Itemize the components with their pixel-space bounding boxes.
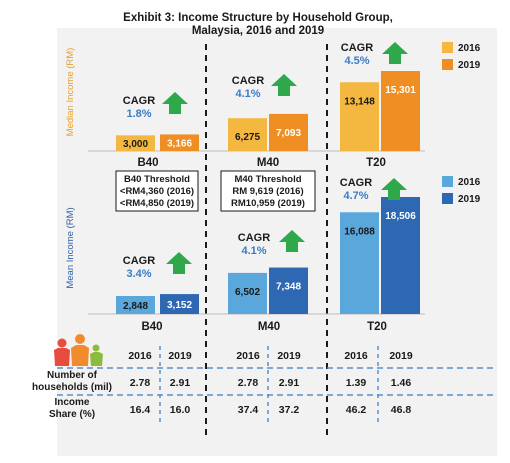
row-label-households-line-2: households (mil) — [32, 382, 112, 393]
row-label-households-line-1: Number of — [47, 370, 98, 381]
legend-mean-2019-swatch — [442, 193, 453, 204]
mean-cagr-value-b40: 3.4% — [126, 268, 151, 280]
m40-threshold-2019: RM10,959 (2019) — [231, 198, 305, 209]
households-t20-2016: 1.39 — [346, 377, 367, 389]
median-group-label-m40: M40 — [257, 157, 279, 169]
mean-cagr-value-t20: 4.7% — [343, 190, 368, 202]
median-bar-m40-2016 — [228, 118, 267, 151]
row-label-income-share-line-1: Income — [54, 397, 89, 408]
households-m40-2016: 2.78 — [238, 377, 259, 389]
median-cagr-label-t20: CAGR — [341, 42, 373, 54]
b40-threshold-title: B40 Threshold — [124, 174, 190, 185]
legend-mean-2016-label: 2016 — [458, 177, 481, 188]
mean-group-label-m40: M40 — [258, 321, 280, 333]
median-group-label-t20: T20 — [366, 157, 386, 169]
table-year-t20-2019: 2019 — [389, 350, 413, 362]
mean-value-m40-2016: 6,502 — [235, 287, 260, 298]
households-t20-2019: 1.46 — [391, 377, 412, 389]
median-cagr-label-m40: CAGR — [232, 75, 264, 87]
mean-value-t20-2019: 18,506 — [385, 211, 416, 222]
legend-median-2016-swatch — [442, 42, 453, 53]
median-cagr-value-t20: 4.5% — [344, 55, 369, 67]
chart-title-line-2: Malaysia, 2016 and 2019 — [192, 25, 324, 37]
mean-value-b40-2016: 2,848 — [123, 301, 148, 312]
legend-median-2016-label: 2016 — [458, 43, 481, 54]
household-family-icon — [54, 334, 103, 366]
legend-mean-2019-label: 2019 — [458, 194, 481, 205]
mean-bar-m40-2019 — [269, 267, 308, 314]
mean-cagr-arrow-m40-icon — [279, 230, 305, 252]
table-year-t20-2016: 2016 — [344, 350, 368, 362]
mean-value-m40-2019: 7,348 — [276, 282, 301, 293]
median-value-b40-2016: 3,000 — [123, 139, 148, 150]
m40-threshold-2016: RM 9,619 (2016) — [232, 186, 303, 197]
legend-median-2019-label: 2019 — [458, 60, 481, 71]
table-year-m40-2016: 2016 — [236, 350, 260, 362]
table-year-b40-2016: 2016 — [128, 350, 152, 362]
median-cagr-arrow-m40-icon — [271, 74, 297, 96]
mean-cagr-label-t20: CAGR — [340, 177, 372, 189]
legend-mean-2016-swatch — [442, 176, 453, 187]
m40-threshold-box — [220, 170, 316, 212]
mean-bar-t20-2019 — [381, 197, 420, 314]
income-share-b40-2019: 16.0 — [170, 404, 191, 416]
legend-median-2019-swatch — [442, 59, 453, 70]
mean-cagr-arrow-b40-icon — [166, 252, 192, 274]
mean-bar-t20-2016 — [340, 212, 379, 314]
median-bar-t20-2016 — [340, 82, 379, 151]
mean-cagr-value-m40: 4.1% — [241, 245, 266, 257]
households-b40-2019: 2.91 — [170, 377, 191, 389]
households-b40-2016: 2.78 — [130, 377, 151, 389]
median-value-t20-2019: 15,301 — [385, 85, 416, 96]
mean-bar-b40-2019 — [160, 294, 199, 314]
median-group-label-b40: B40 — [137, 157, 158, 169]
mean-group-label-b40: B40 — [141, 321, 162, 333]
table-year-m40-2019: 2019 — [277, 350, 301, 362]
income-share-b40-2016: 16.4 — [130, 404, 151, 416]
median-cagr-value-m40: 4.1% — [235, 88, 260, 100]
median-bar-b40-2016 — [116, 135, 155, 151]
mean-value-t20-2016: 16,088 — [344, 226, 375, 237]
median-bar-m40-2019 — [269, 113, 308, 151]
income-share-m40-2016: 37.4 — [238, 404, 259, 416]
median-value-b40-2019: 3,166 — [167, 139, 192, 150]
b40-threshold-box — [115, 170, 199, 212]
median-bar-b40-2019 — [160, 134, 199, 151]
income-share-t20-2019: 46.8 — [391, 404, 412, 416]
median-bar-t20-2019 — [381, 71, 420, 151]
mean-cagr-arrow-t20-icon — [381, 178, 407, 200]
mean-cagr-label-b40: CAGR — [123, 255, 155, 267]
median-value-t20-2016: 13,148 — [344, 96, 375, 107]
income-share-m40-2019: 37.2 — [279, 404, 300, 416]
table-year-b40-2019: 2019 — [168, 350, 192, 362]
b40-threshold-2016: <RM4,360 (2016) — [120, 186, 194, 197]
b40-threshold-2019: <RM4,850 (2019) — [120, 198, 194, 209]
m40-threshold-title: M40 Threshold — [234, 174, 301, 185]
households-m40-2019: 2.91 — [279, 377, 300, 389]
mean-ylabel: Mean Income (RM) — [65, 207, 76, 288]
chart-title-line-1: Exhibit 3: Income Structure by Household… — [123, 12, 393, 24]
income-share-t20-2016: 46.2 — [346, 404, 367, 416]
median-cagr-label-b40: CAGR — [123, 95, 155, 107]
mean-bar-m40-2016 — [228, 272, 267, 314]
median-cagr-arrow-b40-icon — [162, 92, 188, 114]
chart-panel — [57, 28, 497, 456]
mean-group-label-t20: T20 — [367, 321, 387, 333]
mean-cagr-label-m40: CAGR — [238, 232, 270, 244]
median-ylabel: Median Income (RM) — [65, 48, 76, 137]
mean-value-b40-2019: 3,152 — [167, 300, 192, 311]
median-cagr-arrow-t20-icon — [382, 42, 408, 64]
median-cagr-value-b40: 1.8% — [126, 108, 151, 120]
median-value-m40-2019: 7,093 — [276, 128, 301, 139]
row-label-income-share-line-2: Share (%) — [49, 409, 95, 420]
median-value-m40-2016: 6,275 — [235, 132, 260, 143]
mean-bar-b40-2016 — [116, 295, 155, 314]
